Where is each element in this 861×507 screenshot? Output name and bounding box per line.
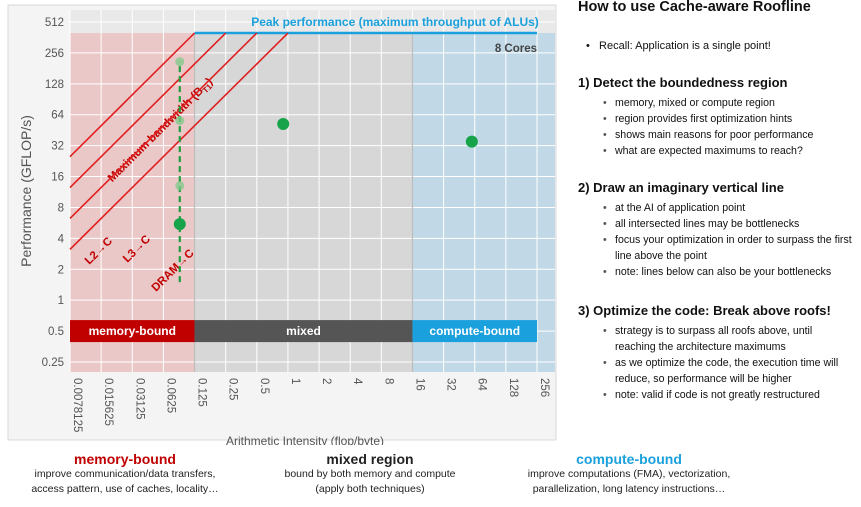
x-tick-label: 8 xyxy=(382,378,394,384)
bottom-memory-bound-title: memory-bound xyxy=(74,451,176,467)
x-tick-label: 0.03125 xyxy=(133,378,145,420)
intersection-marker xyxy=(175,181,185,191)
step-2-bullet: note: lines below can also be your bottl… xyxy=(578,264,855,280)
intersection-marker xyxy=(175,116,185,126)
x-tick-label: 2 xyxy=(320,378,332,384)
step-3-bullets: strategy is to surpass all roofs above, … xyxy=(578,323,855,403)
step-1-bullet: region provides first optimization hints xyxy=(578,111,855,127)
step-2-bullet: at the AI of application point xyxy=(578,200,855,216)
x-tick-label: 0.5 xyxy=(258,378,270,394)
bottom-compute-bound: compute-bound improve computations (FMA)… xyxy=(505,451,753,497)
y-tick-label: 1 xyxy=(58,295,64,307)
y-tick-label: 8 xyxy=(58,202,64,214)
x-tick-label: 0.0078125 xyxy=(71,378,83,432)
bottom-compute-bound-desc-2: parallelization, long latency instructio… xyxy=(532,483,726,495)
y-tick-label: 16 xyxy=(51,172,64,184)
bandwidth-roof-line xyxy=(69,32,258,220)
step-1-bullets: memory, mixed or compute region region p… xyxy=(578,95,855,159)
intersection-marker xyxy=(175,57,185,67)
region-band-mixed xyxy=(194,320,413,343)
y-tick-label: 256 xyxy=(45,48,64,60)
x-axis-label: Arithmetic Intensity (flop/byte) xyxy=(226,434,384,445)
bottom-mixed: mixed region bound by both memory and co… xyxy=(255,451,485,497)
y-tick-label: 32 xyxy=(51,141,64,153)
region-band-label: compute-bound xyxy=(429,324,520,338)
cores-label: 8 Cores xyxy=(495,43,537,55)
x-tick-label: 32 xyxy=(445,378,457,391)
application-point xyxy=(173,218,186,231)
x-tick-label: 16 xyxy=(413,378,425,391)
bandwidth-roof-line xyxy=(69,32,227,189)
application-point xyxy=(465,135,478,148)
bottom-mixed-desc-2: (apply both techniques) xyxy=(315,483,425,495)
region-band-memory-bound xyxy=(70,320,195,343)
step-3-title: 3) Optimize the code: Break above roofs! xyxy=(578,303,831,318)
y-tick-label: 64 xyxy=(51,110,64,122)
bottom-mixed-title: mixed region xyxy=(326,451,414,467)
step-2-bullets: at the AI of application point all inter… xyxy=(578,200,855,280)
y-tick-label: 4 xyxy=(58,233,65,245)
y-tick-label: 0.5 xyxy=(48,326,64,338)
step-2-bullet: focus your optimization in order to surp… xyxy=(578,232,855,264)
x-tick-label: 0.0625 xyxy=(164,378,176,413)
x-tick-label: 4 xyxy=(351,378,363,385)
recall-note: • Recall: Application is a single point! xyxy=(586,40,771,52)
x-tick-label: 64 xyxy=(476,378,488,391)
region-shade-compute-bound xyxy=(412,33,555,372)
panel-title: How to use Cache-aware Roofline xyxy=(578,0,811,15)
bottom-memory-bound-desc-2: access pattern, use of caches, locality… xyxy=(31,483,219,495)
region-band-label: memory-bound xyxy=(89,324,176,338)
step-3-bullet: strategy is to surpass all roofs above, … xyxy=(578,323,855,355)
application-point xyxy=(277,117,290,130)
recall-text: Recall: Application is a single point! xyxy=(599,40,771,52)
x-tick-label: 1 xyxy=(289,378,301,384)
bottom-mixed-desc-1: bound by both memory and compute xyxy=(284,468,456,480)
bottom-compute-bound-desc-1: improve computations (FMA), vectorizatio… xyxy=(527,468,731,480)
y-tick-label: 0.25 xyxy=(42,357,64,369)
step-3-bullet: as we optimize the code, the execution t… xyxy=(578,355,855,387)
step-3-bullet: note: valid if code is not greatly restr… xyxy=(578,387,855,403)
x-tick-label: 0.125 xyxy=(196,378,208,407)
x-tick-label: 0.015625 xyxy=(102,378,114,426)
bottom-compute-bound-title: compute-bound xyxy=(576,451,682,467)
plot-area xyxy=(70,10,555,372)
step-1-bullet: memory, mixed or compute region xyxy=(578,95,855,111)
x-tick-label: 128 xyxy=(507,378,519,397)
bottom-memory-bound-desc-1: improve communication/data transfers, xyxy=(34,468,216,480)
roof-label-end: ) xyxy=(204,76,215,87)
region-band-label: mixed xyxy=(286,324,321,338)
step-1-bullet: shows main reasons for poor performance xyxy=(578,127,855,143)
bandwidth-roof-line xyxy=(69,32,196,158)
y-tick-label: 2 xyxy=(58,264,64,276)
peak-label: Peak performance (maximum throughput of … xyxy=(251,15,539,29)
y-tick-label: 512 xyxy=(45,17,64,29)
bottom-memory-bound: memory-bound improve communication/data … xyxy=(10,451,240,497)
step-1-title: 1) Detect the boundedness region xyxy=(578,75,788,90)
region-band-compute-bound xyxy=(412,320,537,343)
y-tick-label: 128 xyxy=(45,79,64,91)
step-2-bullet: all intersected lines may be bottlenecks xyxy=(578,216,855,232)
roofline-chart: memory-bound mixed compute-bound Peak perfo… xyxy=(7,4,557,445)
x-tick-label: 0.25 xyxy=(227,378,239,400)
y-axis-label: Performance (GFLOP/s) xyxy=(18,115,34,267)
step-1-bullet: what are expected maximums to reach? xyxy=(578,143,855,159)
step-2-title: 2) Draw an imaginary vertical line xyxy=(578,180,784,195)
x-tick-label: 256 xyxy=(538,378,550,397)
